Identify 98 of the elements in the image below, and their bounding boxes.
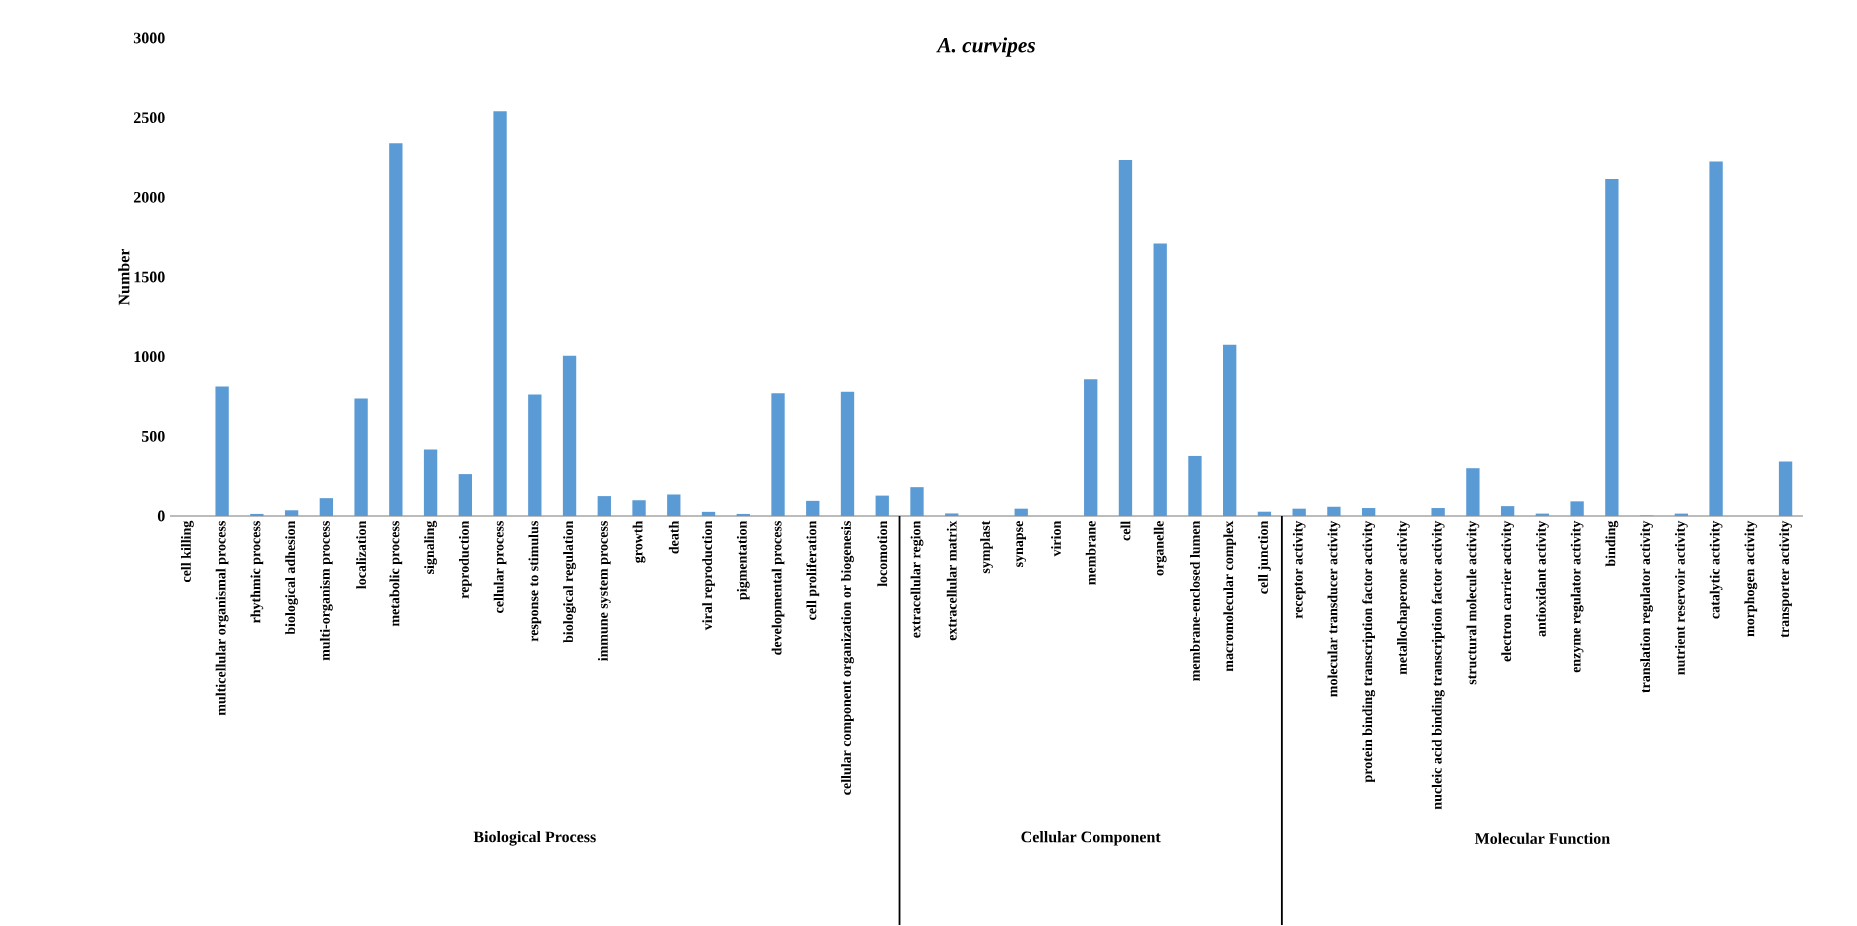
- text: Cellular Component: [1021, 831, 1161, 846]
- x-tick-label: metabolic process: [389, 521, 403, 627]
- x-tick-label: growth: [632, 520, 646, 563]
- bar: [1709, 161, 1723, 516]
- x-tick-label: cell junction: [1258, 520, 1271, 594]
- bar: [1327, 506, 1341, 516]
- bar: [562, 355, 577, 516]
- y-axis-title: Number: [118, 248, 130, 306]
- bar: [875, 495, 889, 516]
- x-tick-label: structural molecule activity: [1466, 520, 1480, 685]
- bar: [736, 513, 750, 516]
- x-tick-label: rhythmic process: [250, 521, 264, 624]
- x-tick-label: synapse: [1016, 521, 1027, 567]
- x-tick-label: nucleic acid binding transcription factor activity: [1431, 520, 1445, 810]
- x-tick-label: translation regulator activity: [1640, 520, 1654, 693]
- x-tick-label: cell proliferation: [806, 520, 820, 620]
- bar: [1500, 506, 1515, 516]
- bar: [1431, 508, 1445, 516]
- x-tick-label: multi-organism process: [319, 521, 333, 661]
- bar: [1118, 159, 1133, 516]
- chart-title: A. curvipes: [936, 37, 1035, 57]
- bar: [667, 494, 681, 516]
- bar: [1292, 508, 1306, 516]
- bar: [528, 394, 542, 516]
- x-tick-label: reproduction: [458, 520, 472, 599]
- x-tick-label: localization: [356, 520, 367, 589]
- bar: [1153, 243, 1167, 516]
- y-tick-label: 3000: [133, 32, 165, 44]
- x-tick-label: receptor activity: [1292, 520, 1306, 619]
- bar: [771, 393, 785, 516]
- y-tick-label: 0: [157, 510, 165, 522]
- x-tick-label: locomotion: [877, 520, 888, 587]
- x-tick-label: viral reproduction: [702, 520, 715, 631]
- x-tick-label: membrane-enclosed lumen: [1190, 520, 1200, 681]
- y-tick-label: 1500: [134, 271, 165, 283]
- bar: [423, 449, 438, 516]
- x-tick-label: metallochaperone activity: [1397, 520, 1410, 675]
- bar: [1570, 501, 1584, 516]
- x-tick-label: extracellular matrix: [946, 520, 957, 641]
- y-tick-label: 2500: [133, 112, 165, 124]
- x-tick-label: signaling: [424, 520, 437, 574]
- bar: [1605, 179, 1619, 516]
- x-tick-label: cellular process: [493, 521, 507, 613]
- bar: [910, 487, 924, 516]
- bar: [250, 513, 264, 516]
- bar: [701, 511, 716, 516]
- y-tick-label: 2000: [133, 191, 165, 203]
- bar: [493, 111, 507, 516]
- bar: [1361, 508, 1376, 516]
- x-tick-label: nutrient reservoir activity: [1674, 520, 1688, 675]
- x-tick-label: transporter activity: [1779, 520, 1792, 638]
- bar: [1188, 455, 1202, 516]
- bar: [840, 391, 855, 516]
- bar: [597, 496, 611, 516]
- bar: [389, 143, 403, 516]
- bar: [458, 474, 472, 516]
- x-tick-label: cell killing: [180, 520, 194, 583]
- bar: [1466, 468, 1480, 516]
- x-tick-label: death: [668, 520, 679, 554]
- bar: [1223, 344, 1237, 516]
- x-tick-label: antioxidant activity: [1536, 520, 1549, 637]
- bar: [806, 500, 820, 516]
- x-tick-label: extracellular region: [910, 520, 924, 638]
- x-tick-label: catalytic activity: [1709, 520, 1723, 619]
- bar: [354, 398, 368, 516]
- x-tick-label: pigmentation: [736, 520, 750, 600]
- x-tick-label: membrane: [1085, 521, 1096, 585]
- x-tick-label: multicellular organismal process: [215, 521, 229, 716]
- x-tick-label: macromolecular complex: [1223, 520, 1237, 672]
- x-tick-label: response to stimulus: [528, 521, 542, 642]
- bar: [1778, 461, 1793, 516]
- x-tick-label: electron carrier activity: [1501, 520, 1514, 662]
- x-tick-label: biological regulation: [563, 520, 576, 643]
- bar: [945, 513, 959, 516]
- x-tick-label: biological adhesion: [285, 520, 299, 635]
- bar: [1084, 379, 1098, 516]
- x-tick-label: enzyme regulator activity: [1570, 520, 1584, 673]
- bar: [1014, 508, 1028, 516]
- text: Molecular Function: [1474, 832, 1610, 844]
- bar: [319, 498, 334, 516]
- text: Biological Process: [473, 831, 596, 846]
- x-tick-label: developmental process: [771, 521, 785, 655]
- y-tick-label: 500: [141, 430, 165, 442]
- x-tick-label: morphogen activity: [1744, 520, 1758, 637]
- bar: [1257, 511, 1272, 516]
- bar: [284, 510, 299, 516]
- y-tick-label: 1000: [134, 351, 165, 363]
- x-tick-label: immune system process: [597, 521, 611, 661]
- x-tick-label: protein binding transcription factor activity: [1362, 520, 1376, 783]
- x-tick-label: cell: [1120, 520, 1131, 541]
- x-tick-label: molecular transducer activity: [1327, 520, 1341, 697]
- x-tick-label: organelle: [1153, 521, 1167, 576]
- bar: [215, 386, 229, 516]
- x-tick-label: symplast: [980, 520, 993, 574]
- x-tick-label: cellular component organization or biogenesis: [841, 521, 854, 795]
- x-tick-label: binding: [1605, 520, 1619, 567]
- bar: [632, 500, 646, 516]
- x-tick-label: virion: [1051, 520, 1061, 557]
